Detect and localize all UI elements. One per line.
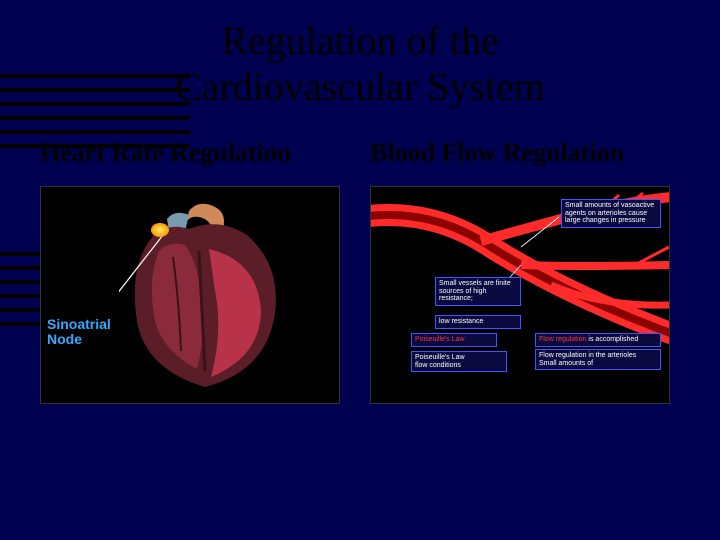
label-flowreg2: Flow regulation in the arteriolesSmall a… <box>535 349 661 370</box>
left-column: Heart Rate Regulation Sinoatrial <box>40 138 350 404</box>
slide-title: Regulation of theCardiovascular System <box>0 0 720 110</box>
blood-flow-diagram: Small amounts of vasoactive agents on ar… <box>370 186 670 404</box>
sa-node-label: SinoatrialNode <box>47 317 111 348</box>
sa-node-marker <box>151 223 169 237</box>
label-smallvessels: Small vessels are finite sources of high… <box>435 277 521 306</box>
label-lowres: low resistance <box>435 315 521 329</box>
label-arterioles: Small amounts of vasoactive agents on ar… <box>561 199 661 228</box>
label-poiseuille2: Poiseuille's Lawflow conditions <box>411 351 507 372</box>
right-heading: Blood Flow Regulation <box>370 138 680 168</box>
label-flowreg: Flow regulation is accomplished <box>535 333 661 347</box>
label-poiseuille: Poiseuille's Law <box>411 333 497 347</box>
heart-diagram: SinoatrialNode <box>40 186 340 404</box>
title-line1: Regulation of theCardiovascular System <box>175 18 545 109</box>
heart-illustration <box>119 201 289 391</box>
right-column: Blood Flow Regulation <box>370 138 680 404</box>
content-columns: Heart Rate Regulation Sinoatrial <box>0 110 720 404</box>
left-heading: Heart Rate Regulation <box>40 138 350 168</box>
